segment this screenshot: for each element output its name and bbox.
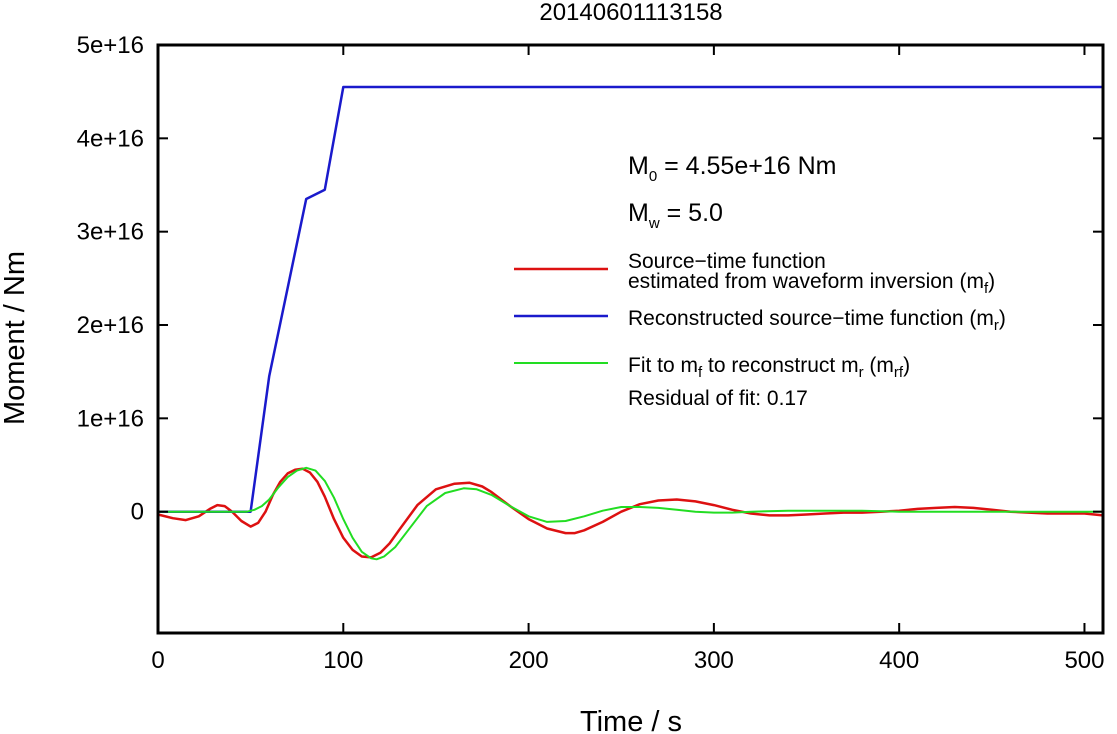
annotations: M0 = 4.55e+16 Nm Mw = 5.0 xyxy=(628,152,836,232)
legend-label-mr: Reconstructed source−time function (mr) xyxy=(628,307,1006,334)
legend-label-mf-line2: estimated from waveform inversion (mf) xyxy=(628,270,995,297)
y-tick-label: 5e+16 xyxy=(77,32,144,59)
x-tick-label: 0 xyxy=(151,647,164,674)
plot-frame xyxy=(156,43,1105,635)
series-layer xyxy=(157,85,1104,561)
y-tick-label: 3e+16 xyxy=(77,219,144,246)
x-axis-label: Time / s xyxy=(580,706,682,734)
legend: Source−time function estimated from wave… xyxy=(514,250,1006,410)
legend-label-mf-line1: Source−time function xyxy=(628,250,826,273)
residual-annotation: Residual of fit: 0.17 xyxy=(628,387,808,410)
y-tick-label: 4e+16 xyxy=(77,125,144,152)
series-line-mf xyxy=(157,467,1104,559)
x-tick-label: 500 xyxy=(1064,647,1104,674)
x-tick-label: 300 xyxy=(694,647,734,674)
chart-title: 20140601113158 xyxy=(539,0,722,26)
series-line-mrf xyxy=(158,466,1103,561)
mw-annotation: Mw = 5.0 xyxy=(628,199,723,232)
m0-annotation: M0 = 4.55e+16 Nm xyxy=(628,152,836,185)
y-axis-label: Moment / Nm xyxy=(0,251,31,425)
series-line-mr xyxy=(158,85,1103,513)
legend-label-mrf: Fit to mf to reconstruct mr (mrf) xyxy=(628,354,910,381)
y-tick-label: 0 xyxy=(131,499,144,526)
y-tick-label: 1e+16 xyxy=(77,405,144,432)
x-tick-label: 400 xyxy=(879,647,919,674)
x-tick-label: 200 xyxy=(509,647,549,674)
axis-ticks: 0 100 200 300 400 500 0 1e+16 2e+16 3e+16 4e+16 5e+… xyxy=(77,32,1105,674)
y-tick-label: 2e+16 xyxy=(77,312,144,339)
x-tick-label: 100 xyxy=(323,647,363,674)
